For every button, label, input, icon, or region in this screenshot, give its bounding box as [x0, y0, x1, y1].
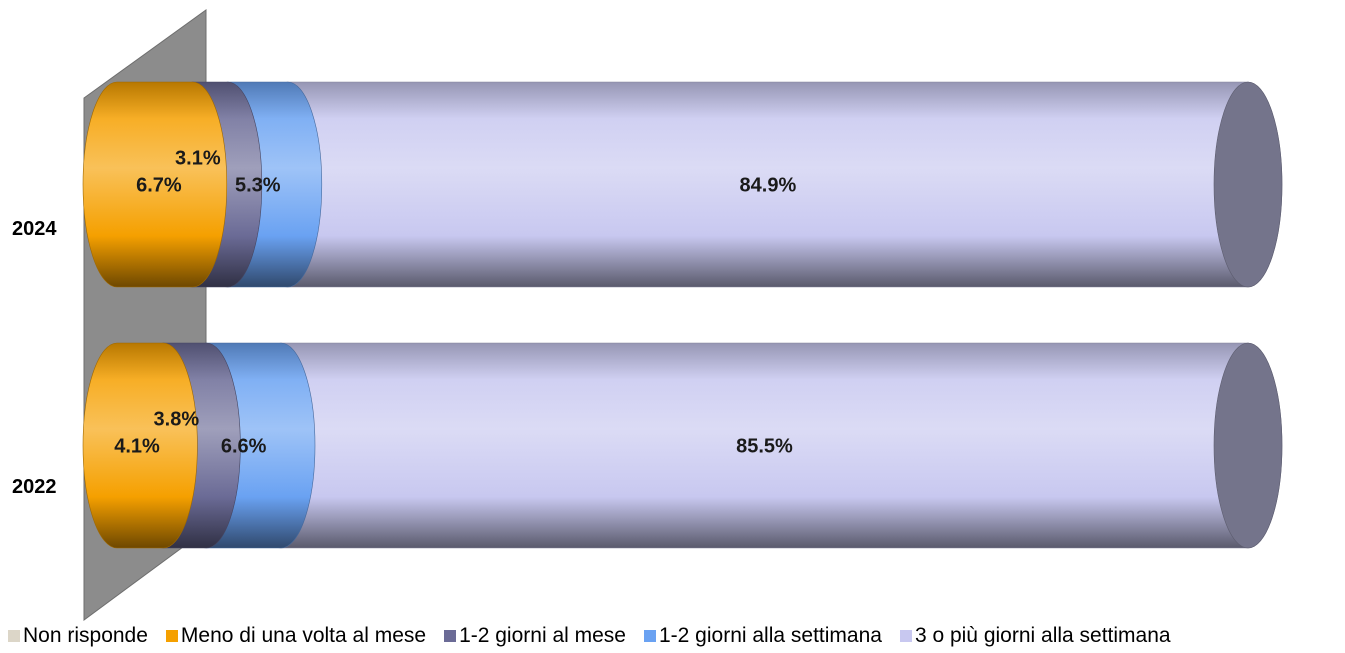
legend-item-1-2-giorni-al-mese: 1-2 giorni al mese: [444, 624, 626, 648]
category-label-2024: 2024: [12, 218, 57, 240]
data-label-2022-3-o-pi-giorni-alla-settimana: 85.5%: [736, 436, 793, 458]
chart-legend: Non risponde Meno di una volta al mese 1-2…: [8, 624, 1171, 648]
bar-row-2022: [82, 342, 1283, 549]
data-label-2022-1-2-giorni-al-mese: 3.8%: [154, 409, 200, 431]
category-label-2022: 2022: [12, 476, 57, 498]
category-labels-layer: 2024 2022: [12, 218, 57, 498]
data-label-2024-1-2-giorni-alla-settimana: 5.3%: [235, 175, 281, 197]
legend-swatch: [643, 630, 656, 642]
legend-swatch: [444, 630, 457, 642]
data-label-2024-3-o-pi-giorni-alla-settimana: 84.9%: [740, 175, 797, 197]
legend-label: Non risponde: [23, 624, 148, 647]
legend-item-meno-di-una-volta-al-mese: Meno di una volta al mese: [165, 624, 427, 648]
bar-end-cap-2024: [1213, 81, 1283, 288]
legend-swatch: [8, 630, 20, 642]
legend-item-non-risponde: Non risponde: [8, 624, 148, 648]
bar-row-2024: [82, 81, 1283, 288]
data-label-2024-1-2-giorni-al-mese: 3.1%: [175, 148, 221, 170]
bars-layer: [82, 81, 1283, 549]
bar-2024-meno-di-una-volta-al-mese: [82, 81, 228, 288]
legend-label: 1-2 giorni al mese: [459, 624, 626, 647]
data-label-2022-1-2-giorni-alla-settimana: 6.6%: [221, 436, 267, 458]
bar-2022-meno-di-una-volta-al-mese: [82, 342, 198, 549]
data-label-2024-meno-di-una-volta-al-mese: 6.7%: [136, 175, 182, 197]
legend-swatch: [165, 630, 178, 642]
data-labels-layer: 6.7% 3.1% 5.3% 84.9% 4.1% 3.8% 6.6% 85.5%: [114, 148, 796, 458]
legend-swatch: [899, 630, 912, 642]
legend-item-1-2-giorni-alla-settimana: 1-2 giorni alla settimana: [643, 624, 882, 648]
legend-label: 3 o più giorni alla settimana: [914, 624, 1171, 647]
legend-label: Meno di una volta al mese: [180, 624, 427, 647]
legend-label: 1-2 giorni alla settimana: [658, 624, 882, 647]
data-label-2022-meno-di-una-volta-al-mese: 4.1%: [114, 436, 160, 458]
bar-end-cap-2022: [1213, 342, 1283, 549]
legend-item-3-o-pi-giorni-alla-settimana: 3 o più giorni alla settimana: [899, 624, 1171, 648]
